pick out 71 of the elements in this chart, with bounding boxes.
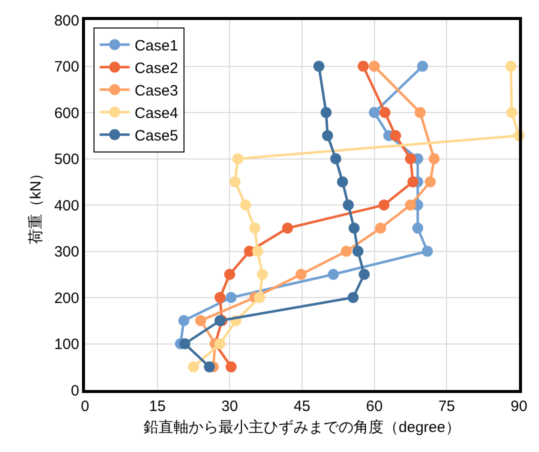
point: [358, 268, 370, 280]
point: [337, 176, 348, 188]
y-tick-label: 700: [54, 58, 80, 76]
point: [340, 246, 352, 257]
point: [506, 107, 518, 118]
point: [414, 107, 426, 118]
point: [229, 176, 240, 188]
point: [195, 315, 206, 326]
y-tick-label: 600: [54, 104, 80, 122]
point: [313, 60, 324, 72]
legend-label: Case3: [134, 82, 178, 100]
point: [224, 268, 236, 280]
point: [407, 176, 418, 188]
point: [282, 222, 294, 234]
point: [214, 338, 226, 350]
point: [226, 292, 237, 303]
point: [296, 268, 307, 280]
point: [390, 130, 402, 142]
point: [378, 200, 390, 210]
point: [232, 153, 244, 164]
point: [320, 107, 332, 118]
point: [214, 292, 226, 303]
point: [254, 292, 266, 303]
point: [342, 200, 354, 210]
y-tick-label: 500: [54, 151, 80, 168]
y-tick-label: 200: [54, 290, 80, 307]
y-axis-title: 荷重（kN）: [27, 166, 44, 244]
point: [422, 246, 433, 257]
y-tick-label: 800: [54, 12, 80, 30]
x-tick-label: 45: [294, 398, 310, 415]
point: [179, 338, 190, 350]
legend-label: Case4: [134, 105, 178, 122]
point: [178, 315, 190, 326]
point: [240, 200, 252, 210]
point: [412, 222, 424, 234]
x-tick-label: 90: [510, 398, 528, 415]
point: [328, 268, 339, 280]
point: [249, 222, 260, 234]
point: [428, 153, 440, 164]
point: [379, 107, 390, 118]
y-tick-label: 0: [70, 382, 80, 400]
point: [405, 153, 416, 164]
point: [252, 246, 264, 257]
point: [368, 60, 380, 72]
x-tick-label: 75: [438, 398, 456, 415]
x-axis-title: 鉛直軸から最小主ひずみまでの角度（degree）: [144, 418, 460, 436]
legend-label: Case5: [134, 128, 178, 144]
point: [330, 153, 342, 164]
point: [368, 107, 380, 118]
point: [358, 60, 369, 72]
point: [405, 200, 416, 210]
x-tick-label: 30: [221, 398, 238, 415]
y-tick-label: 300: [54, 244, 80, 260]
point: [226, 361, 237, 372]
point: [322, 130, 334, 142]
point: [188, 361, 199, 372]
point: [204, 361, 215, 372]
point: [352, 246, 364, 257]
point: [505, 60, 516, 72]
y-tick-label: 400: [54, 197, 80, 214]
point: [348, 292, 359, 303]
y-tick-label: 100: [54, 336, 80, 353]
x-tick-label: 15: [148, 398, 166, 415]
point: [375, 222, 386, 234]
legend-label: Case1: [134, 38, 178, 54]
legend-label: Case2: [134, 60, 178, 77]
point: [256, 268, 268, 280]
point: [417, 60, 428, 72]
point: [348, 222, 360, 234]
point: [424, 176, 436, 188]
x-tick-label: 60: [366, 398, 383, 415]
